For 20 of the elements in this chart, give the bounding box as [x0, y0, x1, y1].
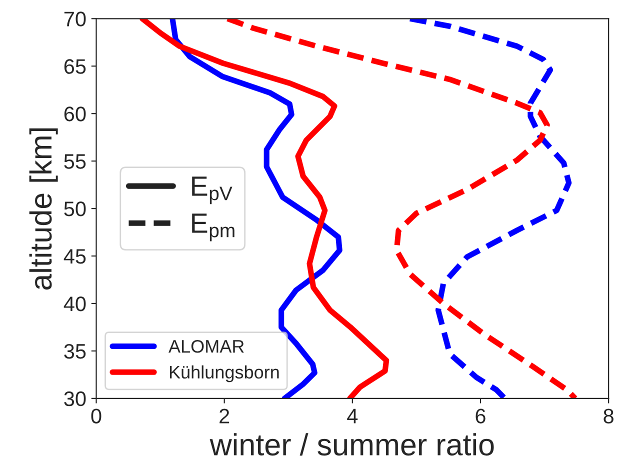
y-tick-label: 65 [64, 59, 86, 74]
x-tick-label: 8 [604, 408, 614, 424]
annotation: E$_{pV}$ [192, 176, 232, 204]
y-tick-label: 70 [64, 12, 86, 26]
y-tick-label: 35 [64, 344, 86, 359]
y-tick-label: 45 [64, 249, 86, 264]
x-axis-title: winter / summer ratio [210, 433, 494, 456]
x-tick-label: 6 [476, 408, 486, 424]
legend-label: Kühlungsborn [170, 365, 279, 382]
y-tick-label: 50 [64, 202, 86, 216]
legend-label: ALOMAR [168, 340, 244, 353]
x-tick-label: 4 [347, 408, 358, 424]
annotation: E$_{pm}$ [192, 214, 234, 242]
y-tick-label: 30 [64, 391, 86, 406]
x-tick-label: 0 [91, 408, 102, 424]
y-axis-title: altitude [km] [29, 128, 58, 290]
y-tick-label: 55 [64, 154, 86, 169]
y-tick-label: 40 [64, 296, 86, 312]
x-tick-label: 2 [220, 408, 230, 424]
y-tick-label: 60 [64, 106, 86, 122]
